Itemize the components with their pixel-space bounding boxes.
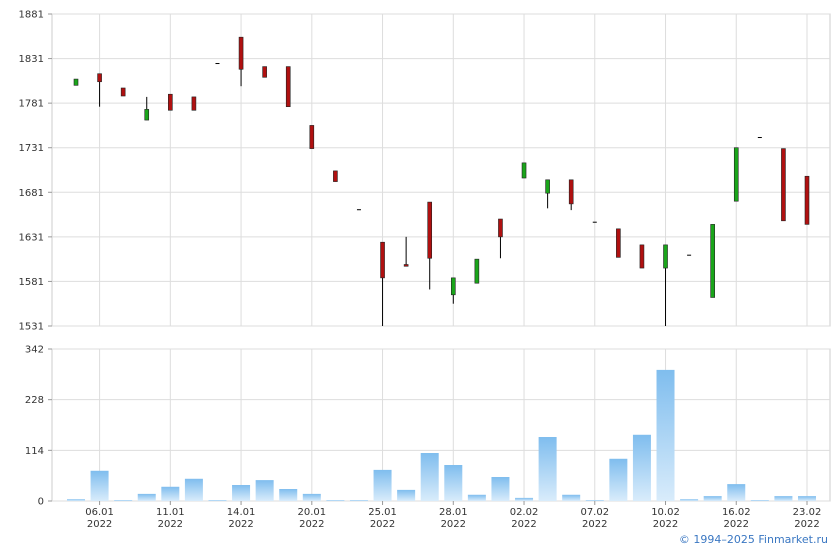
candle-body bbox=[687, 254, 692, 256]
candle-body bbox=[639, 244, 645, 269]
volume-bar bbox=[632, 434, 651, 501]
candle-body bbox=[97, 73, 102, 83]
copyright[interactable]: © 1994–2025 Finmarket.ru bbox=[678, 533, 828, 546]
candle-body bbox=[356, 209, 361, 211]
candle-body bbox=[144, 109, 150, 121]
candle-body bbox=[663, 244, 668, 269]
candle-body bbox=[120, 87, 126, 97]
candle-body bbox=[474, 258, 480, 284]
x-tick-label: 25.01 2022 bbox=[368, 507, 397, 530]
volume-bar bbox=[373, 469, 392, 501]
y-tick-label: 342 bbox=[25, 345, 44, 356]
volume-bar bbox=[137, 493, 156, 501]
volume-bar bbox=[184, 478, 203, 501]
volume-bar bbox=[680, 499, 699, 501]
candle-body bbox=[450, 277, 456, 296]
candle-body bbox=[285, 66, 291, 108]
y-tick-label: 1681 bbox=[19, 188, 44, 199]
volume-bar bbox=[114, 500, 133, 501]
candle-body bbox=[380, 241, 385, 279]
candle-body bbox=[238, 36, 244, 70]
y-tick-label: 1781 bbox=[19, 99, 44, 110]
y-tick-label: 1881 bbox=[19, 10, 44, 21]
volume-bar bbox=[656, 369, 675, 501]
candle-body bbox=[498, 218, 503, 238]
volume-bar bbox=[161, 486, 180, 501]
volume-bar bbox=[90, 470, 109, 501]
volume-bar bbox=[798, 496, 816, 501]
x-tick-label: 07.02 2022 bbox=[580, 507, 609, 530]
volume-bar bbox=[609, 458, 628, 501]
volume-bar bbox=[420, 453, 439, 501]
volume-bar bbox=[538, 437, 557, 501]
volume-bar bbox=[515, 497, 534, 501]
volume-bar bbox=[255, 480, 274, 501]
candle-body bbox=[403, 264, 409, 267]
volume-bar bbox=[302, 493, 321, 501]
volume-bar bbox=[562, 494, 581, 501]
volume-bar bbox=[208, 500, 227, 501]
y-tick-label: 228 bbox=[25, 395, 44, 406]
candle-body bbox=[710, 224, 715, 298]
candle-body bbox=[191, 96, 197, 111]
y-tick-label: 1631 bbox=[19, 232, 44, 243]
x-tick-label: 11.01 2022 bbox=[156, 507, 185, 530]
y-tick-label: 1831 bbox=[19, 54, 44, 65]
candle-body bbox=[309, 125, 315, 149]
volume-bar bbox=[444, 465, 463, 501]
candle-body bbox=[262, 66, 267, 78]
x-tick-label: 20.01 2022 bbox=[297, 507, 326, 530]
candle-body bbox=[521, 162, 527, 179]
candle-body bbox=[757, 137, 762, 139]
plot-area bbox=[51, 348, 831, 502]
candle-body bbox=[733, 147, 739, 202]
volume-bar bbox=[750, 500, 769, 501]
candle-body bbox=[333, 170, 338, 182]
volume-bar bbox=[467, 494, 486, 501]
y-tick-label: 114 bbox=[25, 446, 44, 457]
volume-bar bbox=[491, 477, 510, 501]
x-tick-label: 28.01 2022 bbox=[439, 507, 468, 530]
candle-body bbox=[73, 78, 79, 86]
volume-bar bbox=[279, 489, 298, 501]
y-tick-label: 1581 bbox=[19, 277, 44, 288]
x-tick-label: 10.02 2022 bbox=[651, 507, 680, 530]
x-tick-label: 14.01 2022 bbox=[227, 507, 256, 530]
candle-body bbox=[545, 179, 550, 194]
y-tick-label: 1531 bbox=[19, 322, 44, 333]
volume-bar bbox=[326, 500, 345, 501]
candle-body bbox=[168, 93, 173, 111]
candle-body bbox=[781, 148, 786, 222]
x-tick-label: 06.01 2022 bbox=[85, 507, 114, 530]
volume-bar bbox=[67, 499, 85, 501]
volume-bar bbox=[349, 500, 368, 501]
x-tick-label: 23.02 2022 bbox=[793, 507, 822, 530]
y-tick-label: 1731 bbox=[19, 143, 44, 154]
x-tick-label: 16.02 2022 bbox=[722, 507, 751, 530]
volume-bar bbox=[727, 484, 746, 501]
candle-body bbox=[427, 201, 433, 259]
x-tick-label: 02.02 2022 bbox=[510, 507, 539, 530]
volume-bar bbox=[585, 500, 604, 501]
volume-bar bbox=[703, 496, 722, 501]
volume-bar bbox=[397, 489, 416, 501]
candle-body bbox=[592, 221, 597, 223]
volume-bar bbox=[232, 485, 251, 501]
candle-body bbox=[804, 175, 810, 225]
candle-body bbox=[616, 228, 621, 258]
volume-bar bbox=[774, 496, 793, 501]
candle-body bbox=[215, 63, 220, 65]
y-tick-label: 0 bbox=[38, 497, 44, 508]
candle-body bbox=[568, 179, 574, 205]
